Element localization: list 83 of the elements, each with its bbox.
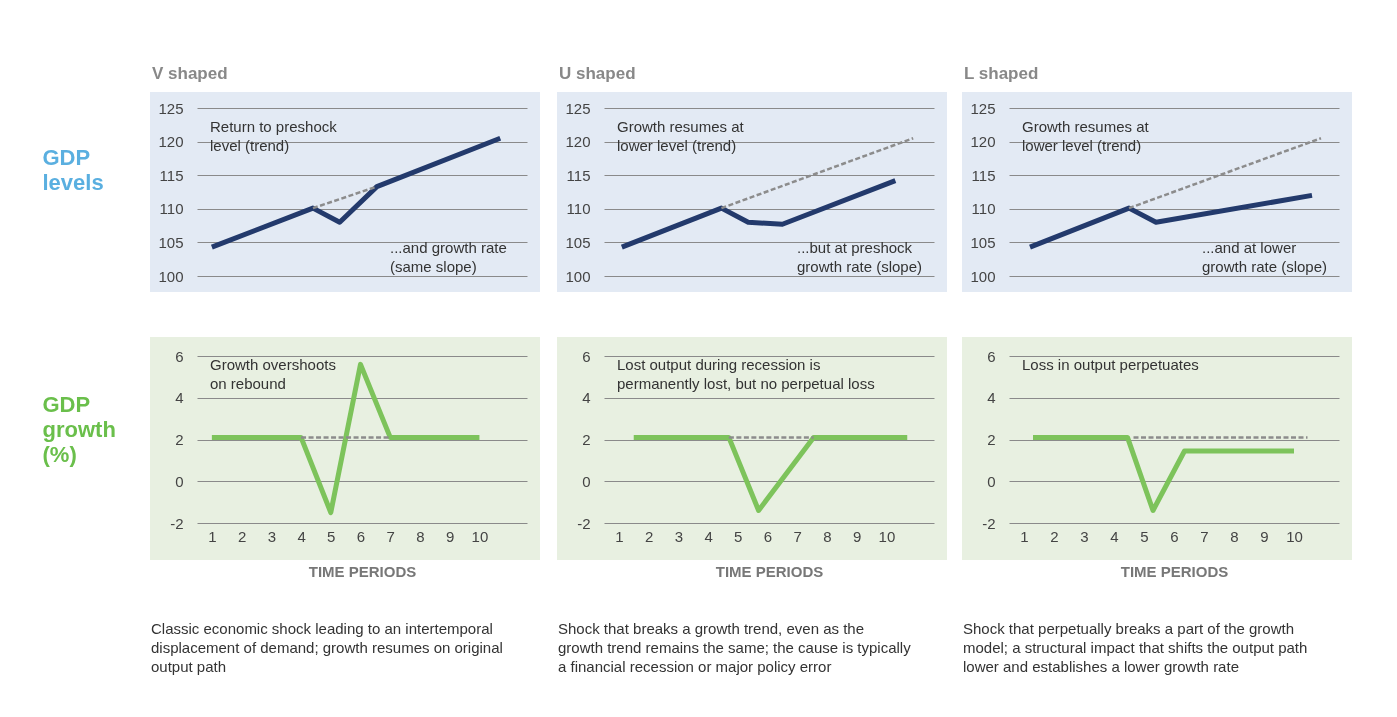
x-tick-label: 9 xyxy=(1260,527,1269,545)
x-tick-label: 3 xyxy=(1080,527,1089,545)
x-tick-label: 10 xyxy=(471,527,489,545)
y-tick-label: 0 xyxy=(582,472,591,490)
y-tick-label: 4 xyxy=(175,389,184,407)
y-tick-label: 105 xyxy=(970,233,996,251)
x-tick-label: 5 xyxy=(1140,527,1149,545)
y-tick-label: 0 xyxy=(175,472,184,490)
annotation: Growth overshoots on rebound xyxy=(210,356,336,392)
y-tick-label: 115 xyxy=(971,166,996,184)
y-tick-label: 115 xyxy=(566,166,591,184)
x-tick-label: 4 xyxy=(704,527,713,545)
x-tick-label: 6 xyxy=(763,527,773,545)
text: Classic economic shock leading to an intertemporal displacement of demand; growth resumes on original output path xyxy=(151,619,503,676)
x-tick-label: 3 xyxy=(674,527,683,545)
x-tick-label: 6 xyxy=(356,527,366,545)
x-tick-label: 5 xyxy=(734,527,743,545)
x-tick-label: 6 xyxy=(1170,527,1179,545)
text: Shock that perpetually breaks a part of the growth model; a structural impact that shifts the output path lower and establishes a lower growth rate xyxy=(963,619,1308,676)
x-tick-label: 5 xyxy=(327,527,336,545)
x-tick-label: 8 xyxy=(416,527,425,545)
y-tick-label: 125 xyxy=(158,99,184,117)
x-tick-label: 2 xyxy=(237,527,247,545)
x-tick-label: 9 xyxy=(446,527,455,545)
x-tick-label: 1 xyxy=(615,527,624,545)
text: Shock that breaks a growth trend, even as the growth trend remains the same; the cause is typically a financial recession or major policy error xyxy=(558,619,911,676)
y-tick-label: 110 xyxy=(159,200,184,218)
annotation: Loss in output perpetuates xyxy=(1022,356,1199,373)
annotation: ...and at lower growth rate (slope) xyxy=(1202,239,1328,275)
y-tick-label: 110 xyxy=(971,200,996,218)
x-tick-label: 7 xyxy=(1200,527,1209,545)
y-axis-title: GDP levels xyxy=(42,144,104,195)
y-tick-label: 100 xyxy=(970,267,996,285)
y-tick-label: 110 xyxy=(566,200,591,218)
y-tick-label: 2 xyxy=(582,431,591,448)
x-tick-label: 9 xyxy=(853,527,862,545)
x-tick-label: 1 xyxy=(208,527,217,545)
y-tick-label: -2 xyxy=(577,514,591,532)
annotation: Growth resumes at lower level (trend) xyxy=(617,118,745,154)
x-tick-label: 7 xyxy=(386,527,395,545)
y-tick-label: 4 xyxy=(582,389,591,407)
y-tick-label: 120 xyxy=(158,133,184,151)
annotation: Lost output during recession is permanently lost, but no perpetual loss xyxy=(617,356,875,392)
y-tick-label: 6 xyxy=(987,347,996,365)
annotation: Return to preshock level (trend) xyxy=(210,118,338,154)
y-tick-label: 125 xyxy=(970,99,996,117)
x-tick-label: 4 xyxy=(297,527,306,545)
x-tick-label: 8 xyxy=(1230,527,1239,545)
x-tick-label: 10 xyxy=(878,527,896,545)
y-tick-label: 125 xyxy=(565,99,591,117)
y-tick-label: 2 xyxy=(175,431,184,448)
x-tick-label: 8 xyxy=(823,527,832,545)
y-tick-label: 100 xyxy=(565,267,591,285)
x-tick-label: 7 xyxy=(793,527,802,545)
x-tick-label: 4 xyxy=(1110,527,1119,545)
x-tick-label: 10 xyxy=(1286,527,1303,545)
y-tick-label: 6 xyxy=(175,347,184,365)
y-tick-label: 120 xyxy=(565,133,591,151)
y-tick-label: 4 xyxy=(987,389,996,407)
y-tick-label: 0 xyxy=(987,472,996,490)
y-tick-label: 115 xyxy=(159,166,184,184)
x-tick-label: 1 xyxy=(1020,527,1029,545)
y-tick-label: 6 xyxy=(582,347,591,365)
chart-title: L shaped xyxy=(964,64,1039,83)
x-axis-title: TIME PERIODS xyxy=(308,562,417,580)
y-tick-label: 105 xyxy=(158,233,184,251)
x-tick-label: 3 xyxy=(267,527,276,545)
y-tick-label: 2 xyxy=(987,431,996,448)
annotation: Growth resumes at lower level (trend) xyxy=(1022,118,1150,154)
y-tick-label: -2 xyxy=(170,514,184,532)
chart-title: U shaped xyxy=(559,64,636,83)
y-axis-title: GDP growth (%) xyxy=(42,392,116,467)
annotation: ...but at preshock growth rate (slope) xyxy=(797,239,923,275)
x-tick-label: 2 xyxy=(644,527,654,545)
y-tick-label: 105 xyxy=(565,233,591,251)
x-tick-label: 2 xyxy=(1050,527,1059,545)
y-tick-label: -2 xyxy=(982,514,996,532)
y-tick-label: 120 xyxy=(970,133,996,151)
x-axis-title: TIME PERIODS xyxy=(715,562,824,580)
chart-title: V shaped xyxy=(152,64,228,83)
x-axis-title: TIME PERIODS xyxy=(1120,562,1229,580)
annotation: ...and growth rate (same slope) xyxy=(390,239,507,275)
y-tick-label: 100 xyxy=(158,267,184,285)
